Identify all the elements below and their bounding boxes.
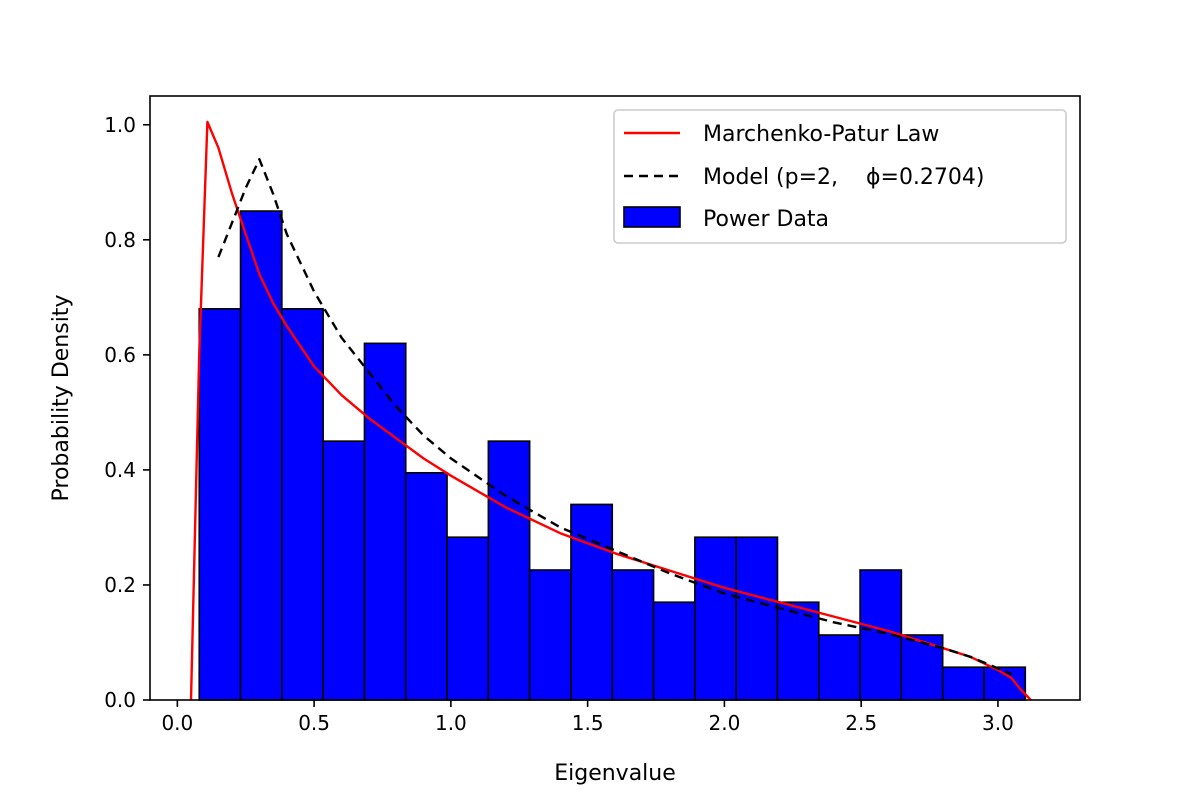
histogram-bar <box>983 666 1027 701</box>
legend-label-power-data: Power Data <box>703 207 829 232</box>
histogram-bars <box>198 210 1027 701</box>
histogram-bar <box>652 601 696 701</box>
x-tick-label: 2.5 <box>845 711 877 735</box>
histogram-bar <box>570 503 614 701</box>
plot-frame <box>149 95 1081 701</box>
x-tick-label: 0.5 <box>298 711 330 735</box>
x-axis-label: Eigenvalue <box>554 761 676 786</box>
y-tick-label: 0.2 <box>104 573 136 597</box>
histogram-bar <box>528 569 572 701</box>
histogram-bar <box>446 536 490 701</box>
legend-label-marchenko-patur-law: Marchenko-Patur Law <box>703 122 939 147</box>
legend-label-model: Model (p=2, ϕ=0.2704) <box>703 165 985 190</box>
series-line-model <box>217 158 1013 676</box>
y-tick-label: 0.6 <box>104 343 136 367</box>
x-tick-label: 1.0 <box>435 711 467 735</box>
legend-swatch-power-data <box>623 206 681 228</box>
histogram-bar <box>404 471 448 701</box>
histogram-bar <box>611 569 655 701</box>
histogram-bar <box>322 440 366 701</box>
series-lines <box>189 120 1032 701</box>
histogram-bar <box>735 536 779 701</box>
x-tick-label: 3.0 <box>982 711 1014 735</box>
histogram-bar <box>694 536 737 701</box>
histogram-bar <box>281 308 324 701</box>
histogram-bar <box>363 342 407 701</box>
histogram-bar <box>900 634 944 701</box>
histogram-bar <box>487 440 531 701</box>
legend: Marchenko-Patur Law Model (p=2, ϕ=0.2704… <box>613 109 1067 244</box>
histogram-bar <box>941 666 985 701</box>
y-axis-label: Probability Density <box>49 295 74 502</box>
y-tick-label: 1.0 <box>104 113 136 137</box>
y-tick-label: 0.0 <box>104 688 136 712</box>
histogram-bar <box>817 634 861 701</box>
y-axis-ticks: 0.0 0.2 0.4 0.6 0.8 1.0 <box>104 113 150 712</box>
legend-box <box>613 109 1067 244</box>
histogram-bar <box>776 601 820 701</box>
histogram-bar <box>239 210 283 701</box>
histogram-bar <box>198 308 242 701</box>
x-tick-label: 0.0 <box>161 711 193 735</box>
y-tick-label: 0.4 <box>104 458 136 482</box>
y-tick-label: 0.8 <box>104 228 136 252</box>
x-tick-label: 1.5 <box>572 711 604 735</box>
x-axis-ticks: 0.0 0.5 1.0 1.5 2.0 2.5 3.0 <box>161 700 1014 735</box>
x-tick-label: 2.0 <box>709 711 741 735</box>
